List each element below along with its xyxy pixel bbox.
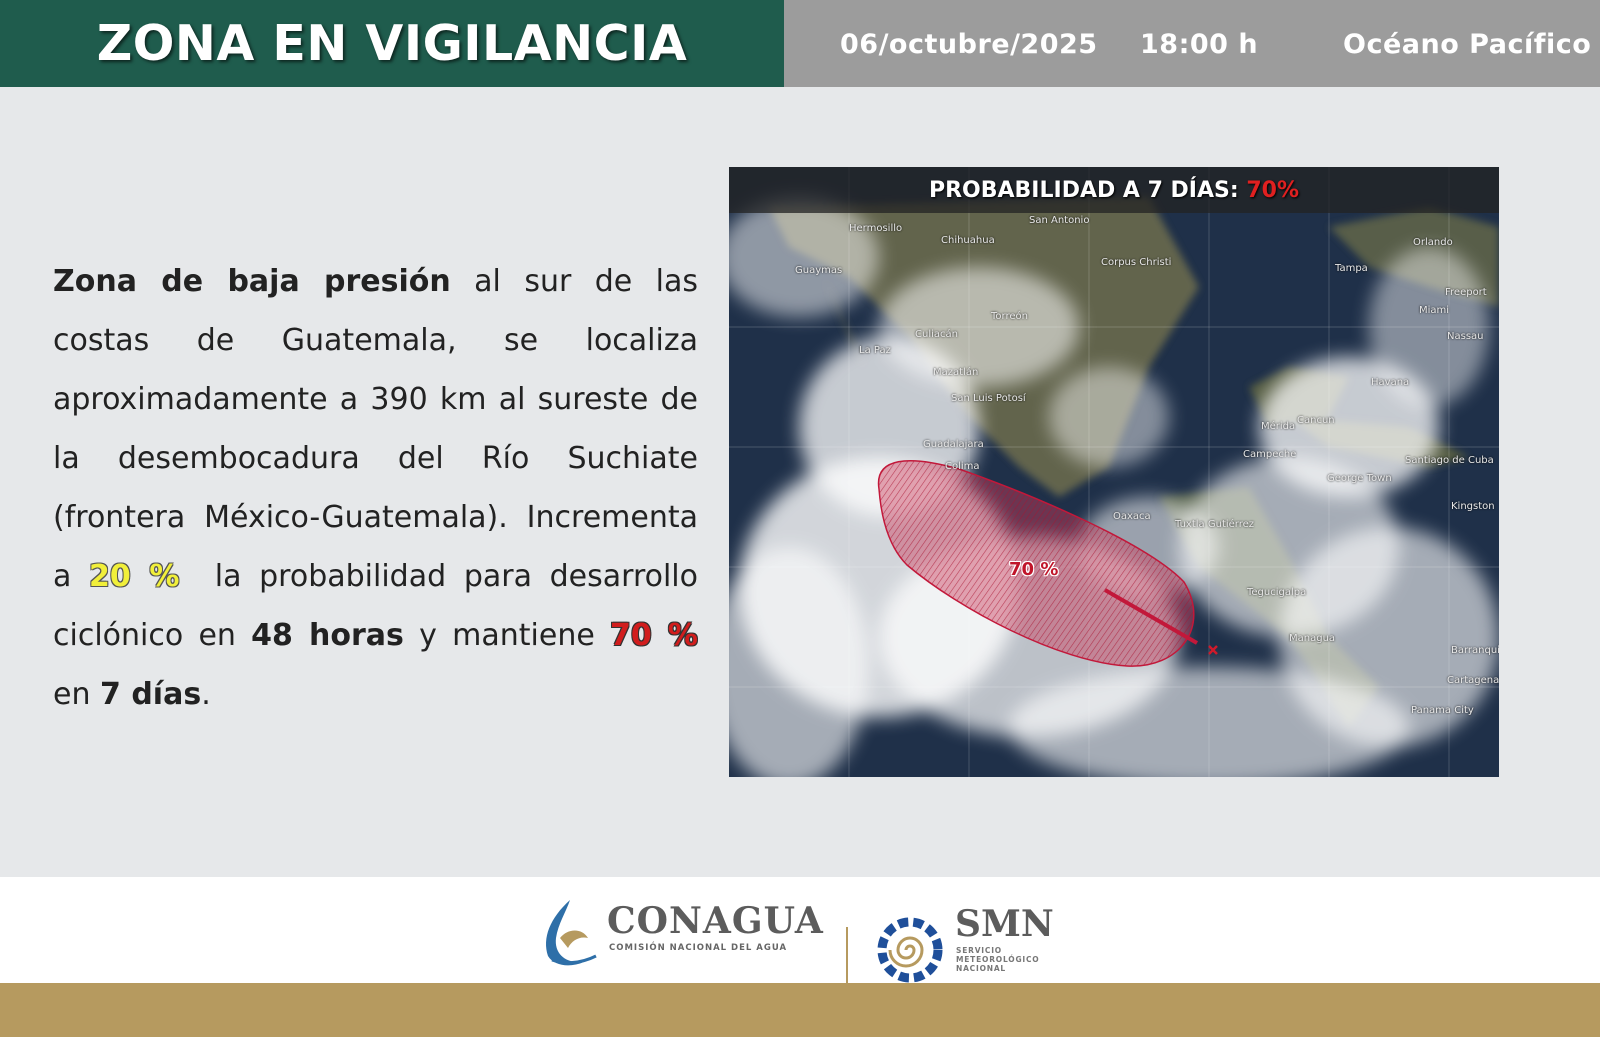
header-date: 06/octubre/2025	[840, 29, 1098, 60]
text-highlight: 20 %	[89, 559, 180, 594]
smn-subtitle-line: SERVICIO	[956, 946, 1002, 955]
place-label: Corpus Christi	[1101, 257, 1172, 268]
place-label: Miami	[1419, 305, 1450, 316]
place-label: Torreón	[991, 311, 1028, 322]
place-label: Guaymas	[795, 265, 843, 276]
place-label: Tegucigalpa	[1247, 587, 1307, 598]
smn-subtitle: SERVICIO METEOROLÓGICO NACIONAL	[956, 946, 1039, 973]
smn-subtitle-line: NACIONAL	[956, 964, 1007, 973]
place-label: San Antonio	[1029, 215, 1090, 226]
map-image	[729, 167, 1499, 777]
place-label: Freeport	[1445, 287, 1487, 298]
conagua-name: CONAGUA	[607, 900, 824, 942]
header-title: ZONA EN VIGILANCIA	[96, 15, 688, 72]
place-label: Havana	[1371, 377, 1410, 388]
header-time: 18:00 h	[1140, 29, 1259, 60]
description: Zona de baja presión al sur de las costa…	[53, 252, 698, 724]
text: al sur de las costas de Guatemala, se lo…	[53, 264, 698, 594]
place-label: Guadalajara	[923, 439, 984, 450]
place-label: Cancun	[1297, 415, 1335, 426]
header-band	[0, 0, 784, 87]
smn-logo	[877, 917, 943, 983]
footer	[0, 877, 1600, 983]
conagua-subtitle: COMISIÓN NACIONAL DEL AGUA	[609, 943, 788, 953]
smn-subtitle-line: METEOROLÓGICO	[956, 955, 1040, 964]
place-label: Tuxtla Gutiérrez	[1175, 519, 1255, 530]
place-label: Santiago de Cuba	[1405, 455, 1494, 466]
header-region: Océano Pacífico	[1343, 29, 1592, 60]
text-bold: Zona de baja presión	[53, 264, 451, 299]
place-label: Tampa	[1335, 263, 1368, 274]
header-info-band	[784, 0, 1600, 87]
place-label: Barranquilla	[1451, 645, 1499, 656]
place-label: Panama City	[1411, 705, 1474, 716]
smn-name: SMN	[955, 903, 1054, 945]
text-bold: 48 horas	[251, 618, 404, 653]
place-label: Campeche	[1243, 449, 1297, 460]
center-marker	[1208, 645, 1218, 655]
text: .	[201, 677, 211, 712]
trajectory	[1104, 588, 1198, 645]
place-label: Colima	[945, 461, 980, 472]
text: en	[53, 677, 101, 712]
place-label: Oaxaca	[1113, 511, 1151, 522]
map-title: PROBABILIDAD A 7 DÍAS:	[928, 178, 1239, 203]
place-label: Orlando	[1413, 237, 1453, 248]
text-highlight: 70 %	[610, 618, 698, 653]
place-label: Cartagena	[1447, 675, 1499, 686]
place-label: Culiacán	[915, 329, 958, 340]
place-label: Chihuahua	[941, 235, 995, 246]
place-label: Mazatlán	[933, 367, 979, 378]
map-probability: 70%	[1246, 178, 1300, 203]
place-label: George Town	[1327, 473, 1392, 484]
place-label: San Luis Potosí	[951, 393, 1026, 404]
text-bold: 7 días	[100, 677, 202, 712]
place-label: Hermosillo	[849, 223, 903, 234]
text: y mantiene	[403, 618, 611, 653]
place-label: Managua	[1289, 633, 1336, 644]
place-label: Nassau	[1447, 331, 1484, 342]
satellite-map: Hermosillo Chihuahua San Antonio Guaymas…	[729, 167, 1499, 777]
footer-band	[0, 983, 1600, 1037]
place-label: La Paz	[859, 345, 891, 356]
text: la probabilidad para desarrollo ciclónic…	[53, 559, 708, 653]
zone-label: 70 %	[1009, 559, 1059, 580]
map-title-bar: PROBABILIDAD A 7 DÍAS: 70%	[729, 167, 1499, 213]
conagua-logo	[546, 900, 597, 966]
logo-divider	[846, 927, 848, 983]
place-label: Kingston	[1451, 501, 1495, 512]
place-label: Mérida	[1261, 421, 1296, 432]
